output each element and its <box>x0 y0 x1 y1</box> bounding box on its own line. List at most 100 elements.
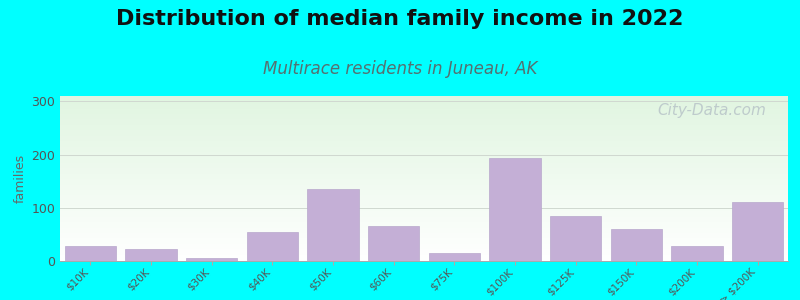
Bar <box>60 180 788 181</box>
Bar <box>60 154 788 155</box>
Bar <box>60 187 788 188</box>
Bar <box>60 196 788 197</box>
Bar <box>60 167 788 168</box>
Bar <box>60 181 788 182</box>
Bar <box>60 191 788 192</box>
Bar <box>60 223 788 224</box>
Bar <box>60 122 788 123</box>
Bar <box>60 166 788 167</box>
Bar <box>60 200 788 201</box>
Bar <box>60 204 788 205</box>
Bar <box>60 150 788 151</box>
Bar <box>60 185 788 186</box>
Bar <box>60 242 788 243</box>
Bar <box>60 176 788 177</box>
Bar <box>60 232 788 233</box>
Bar <box>60 148 788 149</box>
Bar <box>60 227 788 228</box>
Bar <box>60 206 788 207</box>
Bar <box>60 169 788 170</box>
Bar <box>60 230 788 231</box>
Bar <box>60 241 788 242</box>
Bar <box>60 255 788 256</box>
Bar <box>60 193 788 194</box>
Bar <box>60 146 788 147</box>
Bar <box>60 229 788 230</box>
Bar <box>60 216 788 217</box>
Bar <box>60 115 788 116</box>
Bar <box>60 202 788 203</box>
Bar <box>60 110 788 111</box>
Bar <box>65 246 116 261</box>
Bar <box>60 104 788 105</box>
Bar <box>490 158 541 261</box>
Bar <box>60 136 788 137</box>
Bar <box>60 199 788 200</box>
Bar <box>60 235 788 236</box>
Bar <box>60 172 788 173</box>
Bar <box>60 225 788 226</box>
Bar <box>307 189 358 261</box>
Bar <box>60 220 788 221</box>
Bar <box>60 240 788 241</box>
Bar <box>671 246 722 261</box>
Text: Multirace residents in Juneau, AK: Multirace residents in Juneau, AK <box>263 60 537 78</box>
Bar <box>60 116 788 117</box>
Bar <box>60 194 788 195</box>
Bar <box>60 125 788 126</box>
Bar <box>186 258 238 261</box>
Bar <box>60 114 788 115</box>
Bar <box>60 137 788 138</box>
Bar <box>60 141 788 142</box>
Bar <box>60 142 788 143</box>
Bar <box>60 207 788 208</box>
Bar <box>60 101 788 102</box>
Bar <box>60 96 788 97</box>
Bar <box>60 248 788 249</box>
Bar <box>60 120 788 121</box>
Bar <box>60 144 788 145</box>
Bar <box>60 243 788 244</box>
Bar <box>60 195 788 196</box>
Bar <box>60 189 788 190</box>
Bar <box>60 249 788 250</box>
Bar <box>60 129 788 130</box>
Bar <box>60 244 788 245</box>
Bar <box>60 119 788 120</box>
Bar <box>60 190 788 191</box>
Bar <box>429 253 480 261</box>
Bar <box>60 234 788 235</box>
Bar <box>60 203 788 204</box>
Bar <box>60 260 788 261</box>
Bar <box>60 231 788 232</box>
Bar <box>60 171 788 172</box>
Bar <box>60 198 788 199</box>
Bar <box>60 208 788 209</box>
Bar <box>60 161 788 162</box>
Bar <box>60 107 788 108</box>
Bar <box>60 168 788 169</box>
Bar <box>60 135 788 136</box>
Bar <box>60 237 788 238</box>
Bar <box>60 245 788 246</box>
Bar <box>60 213 788 214</box>
Bar <box>60 259 788 260</box>
Bar <box>60 228 788 229</box>
Bar <box>60 117 788 118</box>
Bar <box>60 247 788 248</box>
Bar <box>60 209 788 210</box>
Bar <box>60 192 788 193</box>
Bar <box>60 249 788 250</box>
Bar <box>60 174 788 175</box>
Bar <box>60 217 788 218</box>
Bar <box>60 201 788 202</box>
Bar <box>60 156 788 157</box>
Bar <box>60 170 788 171</box>
Bar <box>60 112 788 113</box>
Bar <box>60 202 788 203</box>
Bar <box>60 106 788 107</box>
Bar <box>60 175 788 176</box>
Y-axis label: families: families <box>14 154 27 203</box>
Bar <box>60 184 788 185</box>
Bar <box>60 224 788 225</box>
